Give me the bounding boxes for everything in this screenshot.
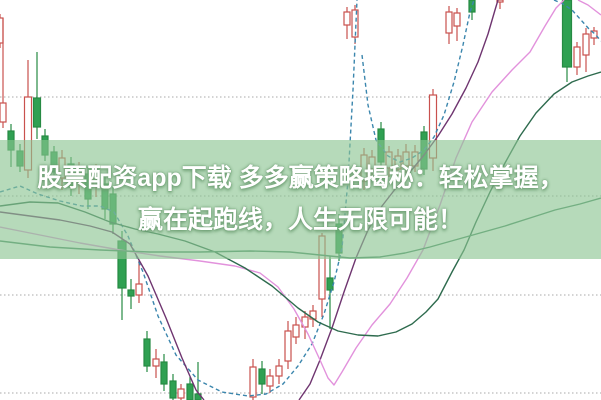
- ma-fast-dashed: [0, 0, 358, 397]
- ma-slow-pink: [0, 0, 565, 386]
- candle-up: [561, 0, 573, 68]
- candle-up: [160, 361, 168, 385]
- candle-down: [343, 11, 351, 26]
- candle-down: [582, 33, 590, 56]
- candle-down: [445, 11, 453, 34]
- candle-down: [177, 388, 185, 399]
- candle-down: [284, 330, 292, 362]
- promo-text-line1: 股票配资app下载 多多赢策略揭秘：轻松掌握，: [37, 164, 564, 192]
- candle-down: [0, 102, 7, 123]
- candle-down: [590, 30, 598, 39]
- candle-up: [169, 380, 177, 399]
- candle-down: [266, 375, 274, 387]
- ma-slow-pink: [577, 0, 601, 16]
- candle-up: [468, 0, 476, 13]
- candle-down: [275, 365, 283, 377]
- candle-down: [135, 283, 143, 296]
- ma-fast-dashed: [553, 0, 601, 42]
- candle-up: [326, 277, 334, 291]
- promo-text-line2: 赢在起跑线，人生无限可能！: [137, 206, 463, 234]
- candle-down: [152, 358, 160, 367]
- candle-down: [292, 324, 300, 338]
- candle-up: [127, 289, 135, 297]
- candle-down: [249, 366, 257, 398]
- candle-down: [453, 12, 461, 27]
- candle-up: [186, 383, 194, 400]
- promo-overlay: [0, 140, 601, 259]
- candle-up: [258, 368, 266, 385]
- candle-up: [143, 338, 151, 367]
- candle-down: [573, 46, 581, 68]
- candle-down: [351, 9, 359, 38]
- candle-up: [32, 97, 42, 128]
